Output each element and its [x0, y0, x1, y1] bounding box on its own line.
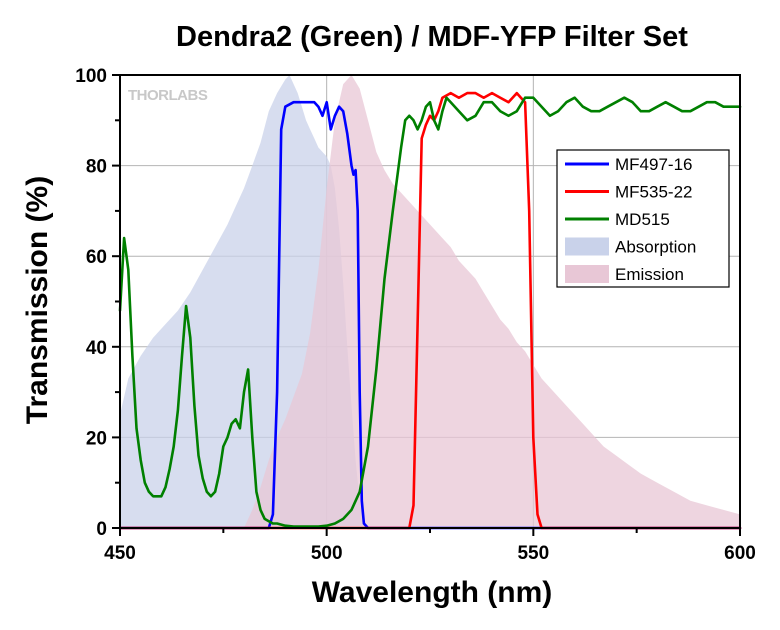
legend-swatch-absorption: [565, 237, 609, 256]
watermark-group: THORLABS: [128, 87, 208, 104]
legend: MF497-16 MF535-22 MD515 Absorption Emission: [556, 149, 730, 288]
legend-label-absorption: Absorption: [615, 238, 696, 257]
legend-label-md515: MD515: [615, 210, 670, 229]
x-tick-label: 550: [517, 543, 549, 564]
line-mf497-16: [118, 100, 742, 530]
area-emission: [244, 75, 740, 528]
y-tick-label: 40: [86, 338, 107, 359]
legend-label-emission: Emission: [615, 265, 684, 284]
area-series-group: [120, 75, 740, 528]
y-tick-label: 20: [86, 428, 107, 449]
chart-title: Dendra2 (Green) / MDF-YFP Filter Set: [176, 21, 688, 53]
line-mf535-22: [118, 91, 742, 530]
y-tick-label: 80: [86, 157, 107, 178]
legend-label-mf535-22: MF535-22: [615, 183, 692, 202]
y-tick-label: 100: [75, 66, 107, 87]
legend-label-mf497-16: MF497-16: [615, 155, 692, 174]
line-series-group: [118, 91, 742, 530]
x-tick-label: 600: [724, 543, 756, 564]
axes: 450 500 550 600 0 20 40 60 80 100: [75, 66, 756, 564]
y-tick-label: 60: [86, 247, 107, 268]
x-axis-label: Wavelength (nm): [312, 576, 553, 609]
y-axis-label: Transmission (%): [21, 176, 54, 424]
legend-swatch-emission: [565, 265, 609, 283]
x-tick-label: 500: [311, 543, 343, 564]
y-tick-label: 0: [96, 519, 107, 540]
thorlabs-watermark: THORLABS: [128, 87, 208, 104]
x-tick-label: 450: [104, 543, 136, 564]
line-md515: [118, 96, 742, 528]
